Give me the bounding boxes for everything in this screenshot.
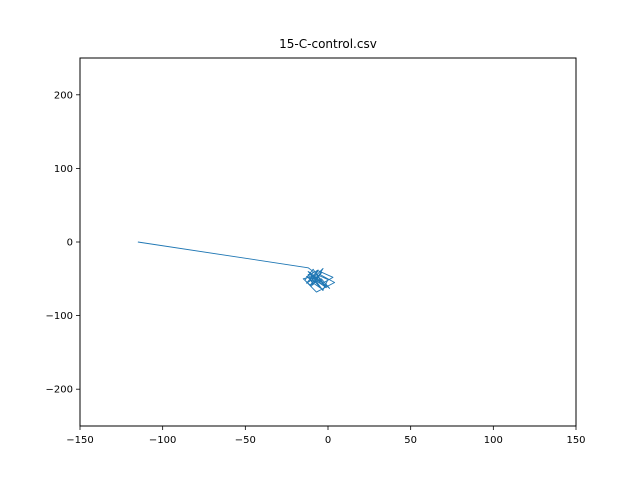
- x-tick-label: −150: [66, 435, 93, 446]
- y-tick-label: 100: [54, 164, 73, 175]
- series-line-0: [137, 241, 336, 293]
- y-tick-label: 0: [67, 238, 73, 249]
- x-tick-label: 0: [325, 435, 331, 446]
- plot-area: [137, 241, 336, 293]
- x-tick-label: −100: [149, 435, 176, 446]
- chart-title: 15-C-control.csv: [279, 37, 377, 51]
- y-tick-label: −100: [46, 311, 73, 322]
- x-tick-label: 100: [484, 435, 503, 446]
- y-tick-label: −200: [46, 385, 73, 396]
- x-tick-label: 150: [566, 435, 585, 446]
- x-tick-label: 50: [404, 435, 417, 446]
- axis-ticks: −150 −100 −50 0 50 100 150 −200 −100 0 100 200: [46, 90, 586, 446]
- y-tick-label: 200: [54, 90, 73, 101]
- x-tick-label: −50: [235, 435, 256, 446]
